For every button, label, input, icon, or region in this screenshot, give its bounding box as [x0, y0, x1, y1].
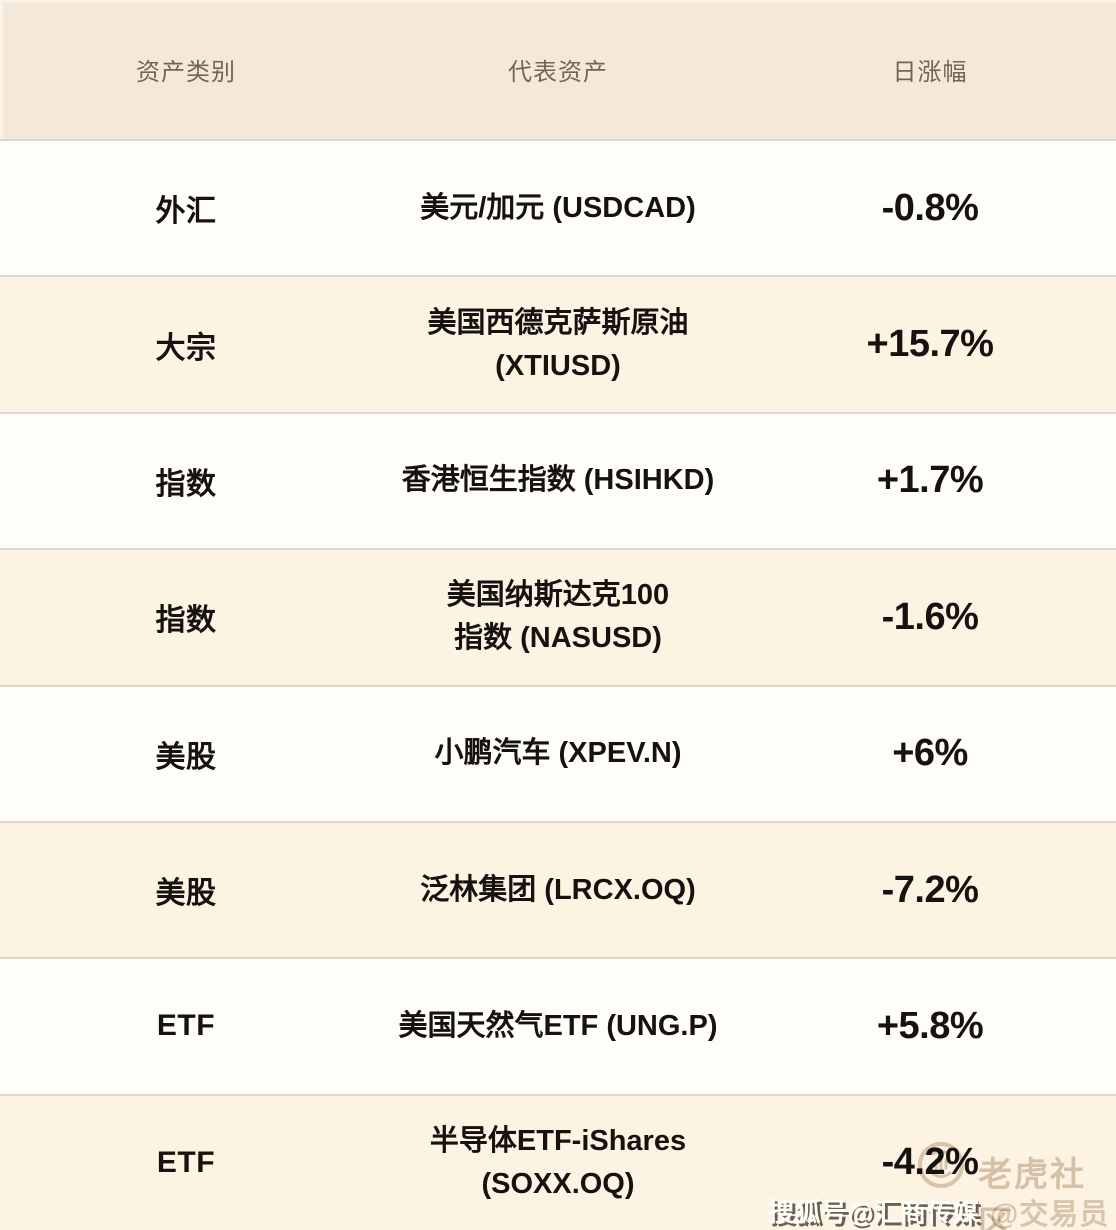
- cell-asset: 泛林集团 (LRCX.OQ): [420, 873, 696, 906]
- table-row: 指数 香港恒生指数 (HSIHKD) +1.7%: [0, 411, 1116, 549]
- cell-asset: 香港恒生指数 (HSIHKD): [401, 464, 715, 497]
- cell-category: 外汇: [155, 195, 217, 229]
- table-row: 美股 泛林集团 (LRCX.OQ) -7.2%: [0, 820, 1116, 958]
- table-row: 大宗 美国西德克萨斯原油 (XTIUSD) +15.7%: [0, 275, 1116, 412]
- cell-asset: 美国纳斯达克100 指数 (NASUSD): [446, 579, 670, 655]
- table-row: 指数 美国纳斯达克100 指数 (NASUSD) -1.6%: [0, 548, 1116, 685]
- cell-category: ETF: [156, 1009, 216, 1043]
- table-row: 美股 小鹏汽车 (XPEV.N) +6%: [0, 684, 1116, 821]
- cell-asset: 美国天然气ETF (UNG.P): [398, 1009, 718, 1042]
- cell-category: 指数: [155, 604, 217, 638]
- cell-change: +1.7%: [876, 459, 984, 502]
- cell-category: ETF: [156, 1145, 216, 1179]
- header-daily-change: 日涨幅: [892, 59, 968, 86]
- header-representative-asset: 代表资产: [508, 59, 608, 86]
- cell-asset: 美国西德克萨斯原油 (XTIUSD): [427, 306, 689, 382]
- cell-category: 指数: [155, 467, 217, 501]
- cell-category: 美股: [155, 740, 217, 774]
- cell-asset: 半导体ETF-iShares (SOXX.OQ): [429, 1124, 687, 1200]
- table-row: 外汇 美元/加元 (USDCAD) -0.8%: [0, 139, 1116, 276]
- header-asset-class: 资产类别: [136, 59, 236, 86]
- cell-change: -7.2%: [881, 868, 979, 911]
- cell-asset: 小鹏汽车 (XPEV.N): [434, 737, 682, 770]
- cell-change: -1.6%: [881, 595, 979, 638]
- cell-change: -4.2%: [881, 1141, 979, 1184]
- cell-change: -0.8%: [881, 186, 979, 229]
- table-row: ETF 半导体ETF-iShares (SOXX.OQ) -4.2%: [0, 1093, 1116, 1230]
- cell-category: 大宗: [155, 331, 217, 365]
- cell-change: +5.8%: [876, 1004, 984, 1047]
- table-header-row: 资产类别 代表资产 日涨幅: [0, 0, 1116, 139]
- cell-change: +6%: [892, 732, 968, 775]
- cell-asset: 美元/加元 (USDCAD): [420, 191, 696, 224]
- cell-change: +15.7%: [866, 323, 994, 366]
- table-row: ETF 美国天然气ETF (UNG.P) +5.8%: [0, 957, 1116, 1094]
- cell-category: 美股: [155, 877, 217, 911]
